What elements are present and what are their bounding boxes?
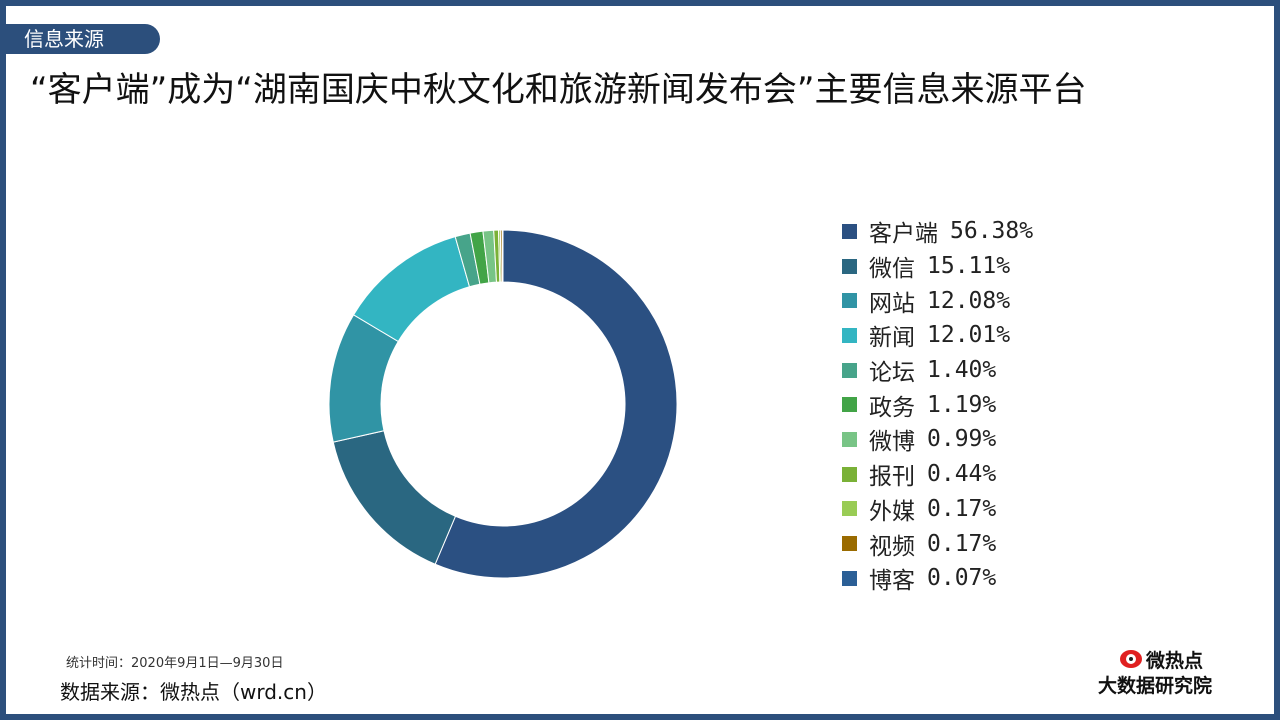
legend-label: 报刊: [869, 464, 915, 491]
legend-swatch: [842, 258, 857, 274]
legend-label: 政务: [869, 394, 915, 421]
legend-label: 网站: [869, 290, 915, 317]
legend-value: 1.40%: [927, 357, 997, 384]
legend-label: 外媒: [869, 498, 915, 525]
legend-value: 0.17%: [927, 530, 997, 557]
legend-label: 博客: [869, 568, 915, 595]
donut-slice-4: [352, 236, 471, 343]
legend-swatch: [842, 536, 857, 552]
legend-swatch: [842, 431, 857, 447]
chart-legend: 客户端 56.38% 微信 15.11% 网站 12.08% 新闻 12.01% 论坛 1.40%…: [842, 214, 1033, 596]
legend-value: 56.38%: [950, 218, 1034, 245]
eye-logo-icon: [1120, 650, 1142, 668]
legend-value: 0.44%: [927, 461, 997, 488]
donut-slice-1: [434, 229, 678, 579]
legend-item: 政务 1.19%: [842, 387, 1033, 422]
legend-item: 微信 15.11%: [842, 249, 1033, 284]
stat-time: 统计时间：2020年9月1日—9月30日: [66, 656, 284, 671]
legend-item: 网站 12.08%: [842, 283, 1033, 318]
legend-label: 新闻: [869, 325, 915, 352]
legend-label: 客户端: [869, 221, 938, 248]
data-source: 数据来源：微热点（wrd.cn）: [60, 680, 327, 704]
legend-value: 12.01%: [927, 322, 1011, 349]
legend-item: 客户端 56.38%: [842, 214, 1033, 249]
legend-swatch: [842, 223, 857, 239]
legend-value: 0.17%: [927, 495, 997, 522]
legend-label: 视频: [869, 533, 915, 560]
legend-label: 微信: [869, 256, 915, 283]
legend-item: 报刊 0.44%: [842, 457, 1033, 492]
legend-swatch: [842, 293, 857, 309]
legend-value: 0.99%: [927, 426, 997, 453]
brand-logo: 微热点 大数据研究院: [1098, 646, 1238, 702]
section-tag: 信息来源: [6, 24, 160, 54]
page-title: “客户端”成为“湖南国庆中秋文化和旅游新闻发布会”主要信息来源平台: [30, 70, 1087, 110]
donut-chart: [328, 229, 678, 579]
legend-item: 微博 0.99%: [842, 422, 1033, 457]
legend-item: 视频 0.17%: [842, 526, 1033, 561]
legend-value: 1.19%: [927, 391, 997, 418]
logo-name: 微热点: [1146, 649, 1204, 672]
donut-slice-2: [332, 430, 457, 565]
logo-subtitle: 大数据研究院: [1098, 675, 1213, 697]
legend-swatch: [842, 466, 857, 482]
legend-swatch: [842, 570, 857, 586]
legend-item: 博客 0.07%: [842, 561, 1033, 596]
legend-swatch: [842, 327, 857, 343]
legend-item: 外媒 0.17%: [842, 492, 1033, 527]
legend-label: 微博: [869, 429, 915, 456]
legend-value: 15.11%: [927, 253, 1011, 280]
legend-swatch: [842, 397, 857, 413]
legend-swatch: [842, 362, 857, 378]
donut-slice-11: [501, 229, 504, 283]
legend-item: 新闻 12.01%: [842, 318, 1033, 353]
legend-value: 12.08%: [927, 287, 1011, 314]
legend-label: 论坛: [869, 360, 915, 387]
legend-value: 0.07%: [927, 565, 997, 592]
legend-swatch: [842, 501, 857, 517]
legend-item: 论坛 1.40%: [842, 353, 1033, 388]
